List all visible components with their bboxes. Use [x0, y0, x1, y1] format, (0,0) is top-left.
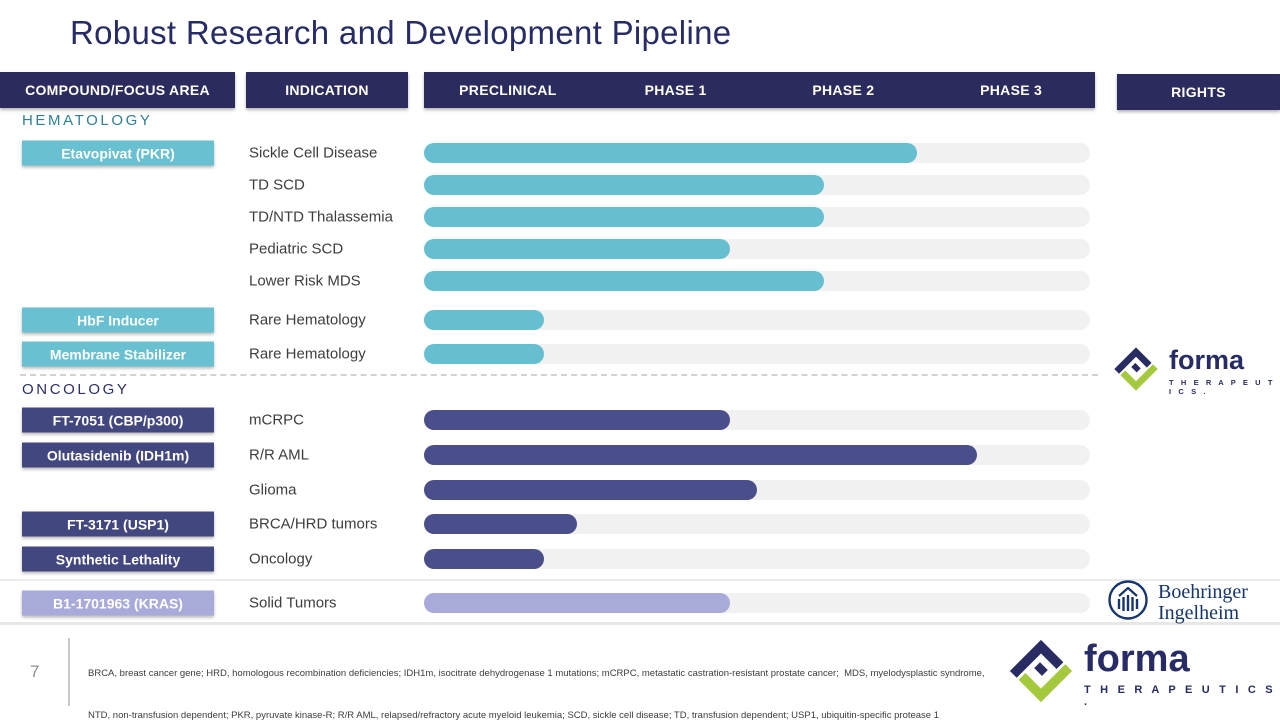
pipeline-row: B1-1701963 (KRAS) Solid Tumors	[0, 586, 1280, 620]
pipeline-row: Etavopivat (PKR) Sickle Cell Disease	[0, 137, 1280, 169]
footnote-line-1: BRCA, breast cancer gene; HRD, homologou…	[88, 668, 985, 679]
progress-fill	[424, 410, 731, 430]
indication-label: Sickle Cell Disease	[249, 144, 378, 162]
progress-track	[424, 271, 1090, 291]
header-compound-focus-area: COMPOUND/FOCUS AREA	[0, 72, 235, 108]
forma-therapeutics-logo-footer: forma T H E R A P E U T I C S .	[1008, 638, 1280, 709]
progress-track	[424, 239, 1090, 259]
progress-track	[424, 445, 1090, 465]
forma-sub-wordmark: T H E R A P E U T I C S .	[1169, 378, 1276, 396]
compound-badge: Synthetic Lethality	[22, 546, 214, 572]
progress-fill	[424, 344, 544, 364]
indication-label: mCRPC	[249, 411, 304, 429]
progress-fill	[424, 271, 824, 291]
compound-badge: Membrane Stabilizer	[22, 341, 214, 367]
boehringer-ingelheim-logo: Boehringer Ingelheim	[1106, 578, 1248, 627]
compound-badge: FT-7051 (CBP/p300)	[22, 407, 214, 433]
forma-logo-icon	[1008, 638, 1074, 709]
page-number: 7	[30, 662, 40, 681]
indication-label: Solid Tumors	[249, 594, 337, 612]
progress-track	[424, 143, 1090, 163]
progress-track	[424, 310, 1090, 330]
pipeline-row: HbF Inducer Rare Hematology	[0, 303, 1280, 337]
forma-therapeutics-logo: forma T H E R A P E U T I C S .	[1113, 346, 1280, 397]
indication-label: Rare Hematology	[249, 345, 366, 363]
indication-label: TD/NTD Thalassemia	[249, 208, 393, 226]
boehringer-wordmark-line1: Boehringer	[1158, 580, 1248, 603]
indication-label: Lower Risk MDS	[249, 272, 361, 290]
progress-track	[424, 344, 1090, 364]
progress-fill	[424, 593, 731, 613]
compound-badge: FT-3171 (USP1)	[22, 511, 214, 537]
pipeline-row: Lower Risk MDS	[0, 265, 1280, 297]
pipeline-row: Glioma	[0, 473, 1280, 507]
progress-fill	[424, 143, 917, 163]
header-rights: RIGHTS	[1117, 74, 1280, 110]
forma-logo-icon	[1113, 346, 1159, 397]
indication-label: Rare Hematology	[249, 311, 366, 329]
indication-label: Glioma	[249, 481, 297, 499]
page-title: Robust Research and Development Pipeline	[70, 14, 732, 51]
table-bottom-divider	[0, 622, 1280, 625]
forma-wordmark: forma	[1084, 637, 1190, 680]
progress-fill	[424, 480, 757, 500]
progress-track	[424, 480, 1090, 500]
progress-track	[424, 410, 1090, 430]
progress-fill	[424, 207, 824, 227]
indication-label: TD SCD	[249, 176, 305, 194]
indication-label: Oncology	[249, 550, 313, 568]
progress-fill	[424, 549, 544, 569]
pipeline-row: Synthetic Lethality Oncology	[0, 542, 1280, 576]
compound-badge: Etavopivat (PKR)	[22, 140, 214, 166]
header-phase-preclinical: PRECLINICAL	[459, 82, 557, 98]
header-phase-2: PHASE 2	[812, 82, 875, 98]
section-label-hematology: HEMATOLOGY	[22, 112, 153, 129]
indication-label: R/R AML	[249, 446, 310, 464]
progress-fill	[424, 445, 977, 465]
pipeline-row: FT-7051 (CBP/p300) mCRPC	[0, 403, 1280, 437]
progress-fill	[424, 514, 578, 534]
row-divider	[0, 579, 1280, 581]
header-phase-1: PHASE 1	[644, 82, 707, 98]
pipeline-row: TD/NTD Thalassemia	[0, 201, 1280, 233]
progress-fill	[424, 310, 544, 330]
header-phase-3: PHASE 3	[980, 82, 1043, 98]
pipeline-row: FT-3171 (USP1) BRCA/HRD tumors	[0, 507, 1280, 541]
boehringer-logo-icon	[1106, 578, 1150, 627]
forma-wordmark: forma	[1169, 345, 1245, 375]
forma-sub-wordmark: T H E R A P E U T I C S .	[1084, 683, 1276, 708]
indication-label: Pediatric SCD	[249, 240, 344, 258]
progress-fill	[424, 239, 731, 259]
pipeline-row: Olutasidenib (IDH1m) R/R AML	[0, 438, 1280, 472]
indication-label: BRCA/HRD tumors	[249, 515, 378, 533]
boehringer-wordmark-line2: Ingelheim	[1158, 601, 1240, 624]
compound-badge: B1-1701963 (KRAS)	[22, 590, 214, 616]
footer-divider	[68, 638, 70, 706]
progress-track	[424, 549, 1090, 569]
pipeline-row: TD SCD	[0, 169, 1280, 201]
progress-fill	[424, 175, 824, 195]
header-phases: PRECLINICAL PHASE 1 PHASE 2 PHASE 3	[424, 72, 1095, 108]
progress-track	[424, 207, 1090, 227]
progress-track	[424, 175, 1090, 195]
section-label-oncology: ONCOLOGY	[22, 381, 130, 398]
progress-track	[424, 514, 1090, 534]
compound-badge: HbF Inducer	[22, 307, 214, 333]
compound-badge: Olutasidenib (IDH1m)	[22, 442, 214, 468]
pipeline-row: Pediatric SCD	[0, 233, 1280, 265]
footnote-line-2: NTD, non-transfusion dependent; PKR, pyr…	[88, 710, 940, 720]
progress-track	[424, 593, 1090, 613]
footnote: BRCA, breast cancer gene; HRD, homologou…	[88, 639, 985, 720]
header-indication: INDICATION	[246, 72, 408, 108]
section-divider-dashed	[20, 374, 1098, 376]
pipeline-row: Membrane Stabilizer Rare Hematology	[0, 337, 1280, 371]
